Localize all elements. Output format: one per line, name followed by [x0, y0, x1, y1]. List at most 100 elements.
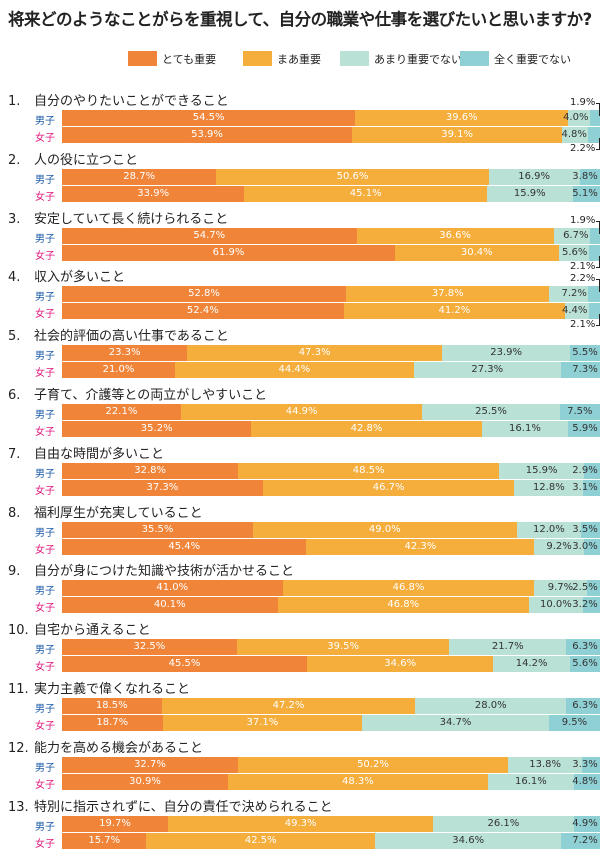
group-label: 女子	[35, 191, 55, 203]
data-label: 40.1%	[153, 599, 186, 611]
data-label: 34.6%	[384, 658, 417, 670]
bar-segment	[558, 244, 589, 261]
data-label: 7.2%	[561, 288, 587, 300]
data-label: 18.5%	[95, 700, 128, 711]
data-label: 32.7%	[134, 758, 166, 770]
bar-segment	[180, 404, 423, 420]
data-label: 5.5%	[572, 347, 598, 359]
item-title: 2. 人の役に立つこと	[8, 149, 138, 168]
legend-swatch	[128, 51, 157, 66]
bar-segment	[588, 127, 601, 143]
group-label: 女子	[35, 838, 55, 850]
bar-segment	[62, 815, 169, 832]
bar-segment	[548, 715, 601, 731]
item-title: 13. 特別に指示されずに、自分の責任で決められること	[8, 796, 333, 815]
data-label: 1.9%	[570, 214, 596, 226]
bar-segment	[216, 168, 489, 185]
bar-segment	[262, 479, 515, 496]
data-label: 4.9%	[572, 817, 598, 829]
bar-segment	[236, 639, 450, 656]
bar-segment	[588, 286, 601, 303]
data-label: 52.4%	[186, 305, 219, 317]
bar-segment	[582, 756, 601, 773]
data-label: 4.0%	[563, 112, 589, 123]
item-title: 9. 自分が身につけた知識や技術が活かせること	[8, 560, 294, 579]
data-label: 61.9%	[212, 246, 245, 258]
item-number: 11.	[8, 682, 29, 697]
group-label: 男子	[35, 410, 55, 421]
bar-segment	[62, 462, 239, 479]
item-number: 8.	[8, 505, 21, 521]
data-label: 5.9%	[572, 423, 598, 434]
item-title: 4. 収入が多いこと	[8, 266, 125, 285]
bar-segment	[355, 110, 569, 126]
bar-segment	[487, 185, 573, 202]
bar-segment	[62, 421, 252, 437]
data-label: 21.0%	[102, 364, 135, 376]
data-label: 2.1%	[570, 260, 596, 272]
group-label: 女子	[35, 779, 55, 791]
bar-segment	[228, 773, 488, 790]
bar-segment	[346, 286, 550, 303]
chart-title: 将来どのようなことがらを重視して、自分の職業や仕事を選びたいと思いますか?	[8, 10, 592, 29]
data-label: 45.1%	[349, 187, 382, 199]
data-label: 39.1%	[441, 129, 474, 140]
bar-segment	[62, 521, 254, 538]
bar-segment	[62, 538, 307, 555]
group-label: 男子	[35, 468, 55, 480]
group-label: 男子	[35, 292, 55, 304]
bar-segment	[568, 110, 591, 126]
item-label: 福利厚生が充実していること	[34, 505, 203, 521]
legend-swatch	[460, 51, 489, 66]
bar-segment	[174, 362, 415, 379]
bar-segment	[553, 227, 591, 244]
bar-segment	[413, 362, 562, 379]
bar-segment	[560, 362, 601, 379]
data-label: 3.2%	[572, 599, 598, 611]
item-title: 3. 安定していて長く続けられること	[8, 208, 228, 227]
bar-segment	[351, 127, 563, 143]
data-label: 4.4%	[562, 305, 588, 317]
data-label: 53.9%	[191, 129, 223, 140]
data-label: 6.3%	[572, 700, 598, 711]
bar-segment	[375, 832, 562, 849]
bar-segment	[306, 538, 535, 555]
data-label: 1.9%	[570, 97, 596, 108]
group-label: 男子	[35, 586, 55, 598]
item-label: 子育て、介護等との両立がしやすいこと	[34, 388, 268, 403]
bar-segment	[356, 227, 554, 244]
data-label: 15.9%	[525, 464, 558, 476]
data-label: 13.8%	[529, 758, 561, 770]
bar-segment	[588, 303, 601, 320]
item-title: 11. 実力主義で偉くなれること	[8, 678, 190, 697]
bar-segment	[62, 715, 163, 731]
data-label: 19.7%	[99, 817, 131, 829]
data-label: 28.0%	[474, 700, 507, 711]
bar-segment	[498, 462, 585, 479]
data-label: 47.2%	[272, 700, 305, 711]
bar-segment	[534, 580, 587, 597]
data-label: 12.0%	[532, 523, 565, 535]
item-label: 収入が多いこと	[34, 270, 126, 286]
bar-segment	[62, 168, 217, 185]
item-number: 2.	[8, 152, 21, 168]
item-label: 能力を高める機会があること	[34, 740, 204, 756]
group-label: 男子	[35, 704, 55, 715]
data-label: 2.9%	[572, 464, 598, 476]
data-label: 23.3%	[108, 347, 141, 359]
data-label: 42.3%	[404, 540, 437, 552]
data-label: 5.6%	[572, 658, 598, 670]
item-label: 社会的評価の高い仕事であること	[34, 329, 229, 345]
data-label: 2.2%	[570, 273, 596, 285]
data-label: 32.8%	[134, 464, 167, 476]
data-label: 7.3%	[572, 364, 598, 376]
bar-segment	[565, 303, 589, 320]
data-label: 3.8%	[572, 170, 598, 182]
bar-segment	[307, 656, 494, 673]
label-bracket	[596, 103, 600, 116]
data-label: 45.4%	[168, 540, 201, 552]
data-label: 6.7%	[563, 229, 589, 241]
bar-segment	[579, 168, 601, 185]
bar-segment	[237, 756, 509, 773]
bar-segment	[481, 421, 569, 437]
